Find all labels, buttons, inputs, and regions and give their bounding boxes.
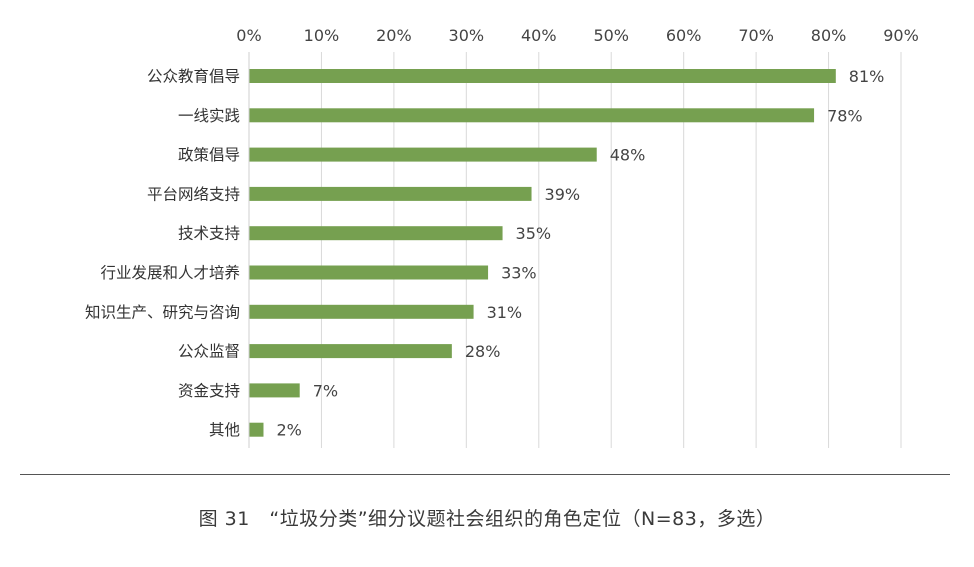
category-label: 一线实践 [178, 107, 240, 125]
x-tick-label: 80% [811, 26, 847, 45]
category-label: 政策倡导 [178, 146, 240, 164]
bar [249, 422, 264, 437]
x-tick-label: 60% [666, 26, 702, 45]
category-label: 技术支持 [178, 225, 240, 243]
value-label: 7% [313, 381, 338, 400]
x-tick-label: 50% [593, 26, 629, 45]
bar [249, 265, 489, 280]
value-label: 2% [276, 421, 301, 440]
bar [249, 304, 474, 319]
x-tick-label: 30% [449, 26, 485, 45]
figure-caption: 图 31 “垃圾分类”细分议题社会组织的角色定位（N=83，多选） [198, 508, 776, 530]
bar [249, 69, 836, 83]
value-label: 48% [610, 146, 646, 165]
category-label: 其他 [209, 421, 240, 439]
category-label: 行业发展和人才培养 [100, 264, 240, 282]
bar-chart: 0% 10% 20% 30% 40% 50% 60% 70% 80% 90% 公众教育倡导 81% 一线… [85, 26, 919, 448]
bar [249, 383, 300, 398]
x-tick-label: 10% [304, 26, 340, 45]
x-tick-label: 0% [236, 26, 261, 45]
category-label: 公众教育倡导 [147, 68, 240, 86]
bar [249, 344, 452, 359]
x-tick-label: 90% [883, 26, 919, 45]
bar [249, 108, 815, 123]
category-label: 知识生产、研究与咨询 [85, 303, 240, 321]
value-label: 39% [545, 185, 581, 204]
caption-divider [20, 474, 950, 475]
category-label: 平台网络支持 [147, 185, 240, 203]
value-label: 28% [465, 342, 501, 361]
value-label: 31% [487, 303, 523, 322]
bar [249, 147, 597, 162]
x-tick-label: 20% [376, 26, 412, 45]
category-label: 资金支持 [178, 382, 240, 400]
bar [249, 226, 503, 241]
bar [249, 186, 532, 201]
category-label: 公众监督 [178, 343, 240, 361]
x-tick-label: 40% [521, 26, 557, 45]
value-label: 81% [849, 67, 885, 86]
value-label: 35% [516, 224, 552, 243]
value-label: 33% [501, 264, 537, 283]
value-label: 78% [827, 106, 863, 125]
x-tick-label: 70% [738, 26, 774, 45]
